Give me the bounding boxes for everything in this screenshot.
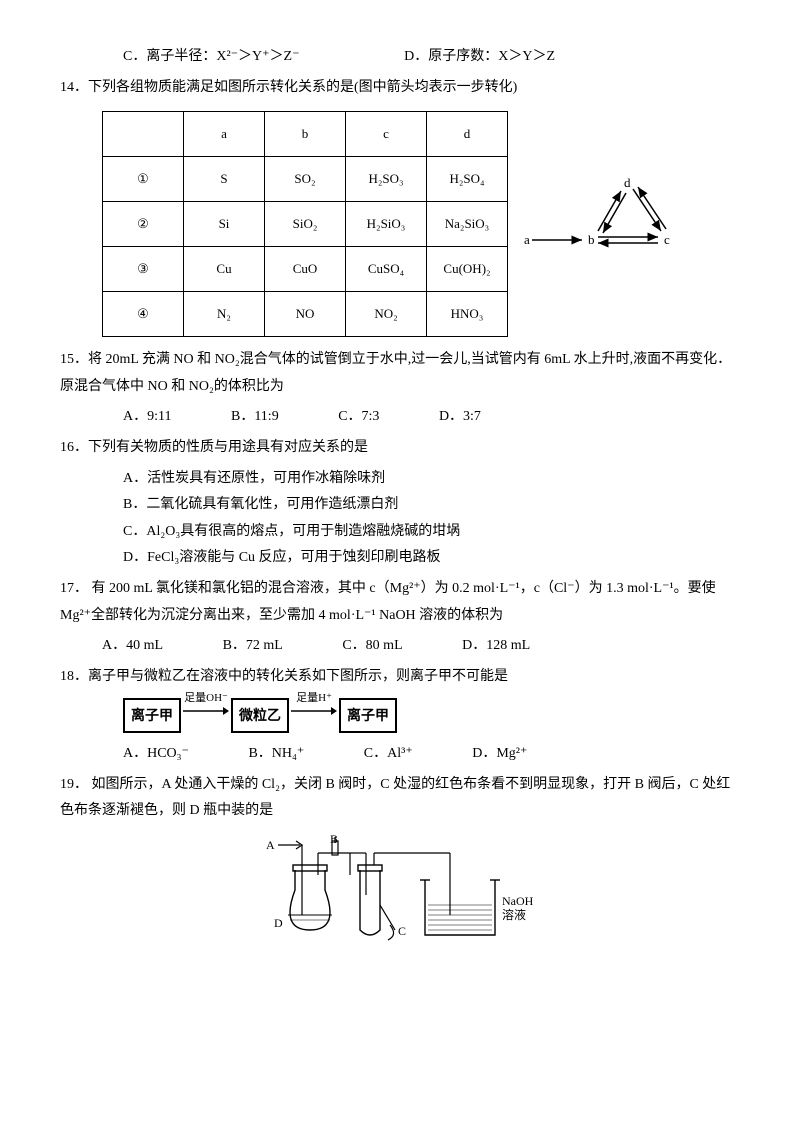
q18-box1: 离子甲	[123, 698, 181, 733]
q19-apparatus: A D B C NaOH 溶液	[260, 835, 540, 966]
q13-optC: C．离子半径：X²⁻＞Y⁺＞Z⁻	[123, 44, 401, 71]
label-D: D	[274, 916, 283, 930]
q18-B: B．NH₄⁺	[248, 741, 304, 768]
q19-stem: 19． 如图所示，A 处通入干燥的 Cl₂，关闭 B 阀时，C 处湿的红色布条看…	[60, 772, 740, 825]
q14-stem: 14．下列各组物质能满足如图所示转化关系的是(图中箭头均表示一步转化)	[60, 75, 740, 102]
table-row: ① S SO₂ H₂SO₃ H₂SO₄	[103, 157, 508, 202]
q18-C: C．Al³⁺	[364, 741, 413, 768]
q16-stem: 16．下列有关物质的性质与用途具有对应关系的是	[60, 435, 740, 462]
q13-options: C．离子半径：X²⁻＞Y⁺＞Z⁻ D．原子序数：X＞Y＞Z	[123, 44, 740, 71]
q13-optD: D．原子序数：X＞Y＞Z	[404, 44, 682, 71]
th-a: a	[184, 112, 265, 157]
q18-A: A．HCO₃⁻	[123, 741, 189, 768]
table-row: ④ N₂ NO NO₂ HNO₃	[103, 292, 508, 337]
node-d: d	[624, 175, 631, 190]
q14-table: a b c d ① S SO₂ H₂SO₃ H₂SO₄ ② Si SiO₂ H₂…	[102, 111, 508, 337]
label-A: A	[266, 838, 275, 852]
q15-C: C．7:3	[338, 404, 379, 431]
q18-box3: 离子甲	[339, 698, 397, 733]
q18-options: A．HCO₃⁻ B．NH₄⁺ C．Al³⁺ D．Mg²⁺	[123, 741, 740, 768]
label-C: C	[398, 924, 406, 938]
th-c: c	[346, 112, 427, 157]
q14-diagram: a b c d	[518, 159, 678, 289]
th-b: b	[265, 112, 346, 157]
q14-row: a b c d ① S SO₂ H₂SO₃ H₂SO₄ ② Si SiO₂ H₂…	[60, 105, 740, 343]
q17-D: D．128 mL	[462, 633, 530, 660]
arrow-icon: 足量H⁺	[291, 702, 337, 729]
q16-D: D．FeCl₃溶液能与 Cu 反应，可用于蚀刻印刷电路板	[123, 545, 740, 572]
node-b: b	[588, 232, 595, 247]
label-naoh: NaOH	[502, 894, 534, 908]
q17-C: C．80 mL	[342, 633, 402, 660]
q17-A: A．40 mL	[102, 633, 163, 660]
q18-diagram: 离子甲 足量OH⁻ 微粒乙 足量H⁺ 离子甲	[123, 698, 740, 733]
q15-A: A．9:11	[123, 404, 171, 431]
th-blank	[103, 112, 184, 157]
svg-text:溶液: 溶液	[502, 907, 526, 922]
table-header-row: a b c d	[103, 112, 508, 157]
q17-B: B．72 mL	[223, 633, 283, 660]
q15-D: D．3:7	[439, 404, 481, 431]
label-B: B	[330, 835, 338, 846]
th-d: d	[427, 112, 508, 157]
q16-B: B．二氧化硫具有氧化性，可用作造纸漂白剂	[123, 492, 740, 519]
q15-B: B．11:9	[231, 404, 279, 431]
arrow-icon: 足量OH⁻	[183, 702, 229, 729]
q15-stem: 15．将 20mL 充满 NO 和 NO₂混合气体的试管倒立于水中,过一会儿,当…	[60, 347, 740, 400]
q16-A: A．活性炭具有还原性，可用作冰箱除味剂	[123, 466, 740, 493]
q15-options: A．9:11 B．11:9 C．7:3 D．3:7	[123, 404, 740, 431]
table-row: ③ Cu CuO CuSO₄ Cu(OH)₂	[103, 247, 508, 292]
q18-D: D．Mg²⁺	[472, 741, 527, 768]
q17-options: A．40 mL B．72 mL C．80 mL D．128 mL	[102, 633, 740, 660]
table-row: ② Si SiO₂ H₂SiO₃ Na₂SiO₃	[103, 202, 508, 247]
q18-stem: 18．离子甲与微粒乙在溶液中的转化关系如下图所示，则离子甲不可能是	[60, 664, 740, 691]
node-a: a	[524, 232, 530, 247]
q17-stem: 17． 有 200 mL 氯化镁和氯化铝的混合溶液，其中 c（Mg²⁺）为 0.…	[60, 576, 740, 629]
node-c: c	[664, 232, 670, 247]
q16-C: C．Al₂O₃具有很高的熔点，可用于制造熔融烧碱的坩埚	[123, 519, 740, 546]
q18-box2: 微粒乙	[231, 698, 289, 733]
